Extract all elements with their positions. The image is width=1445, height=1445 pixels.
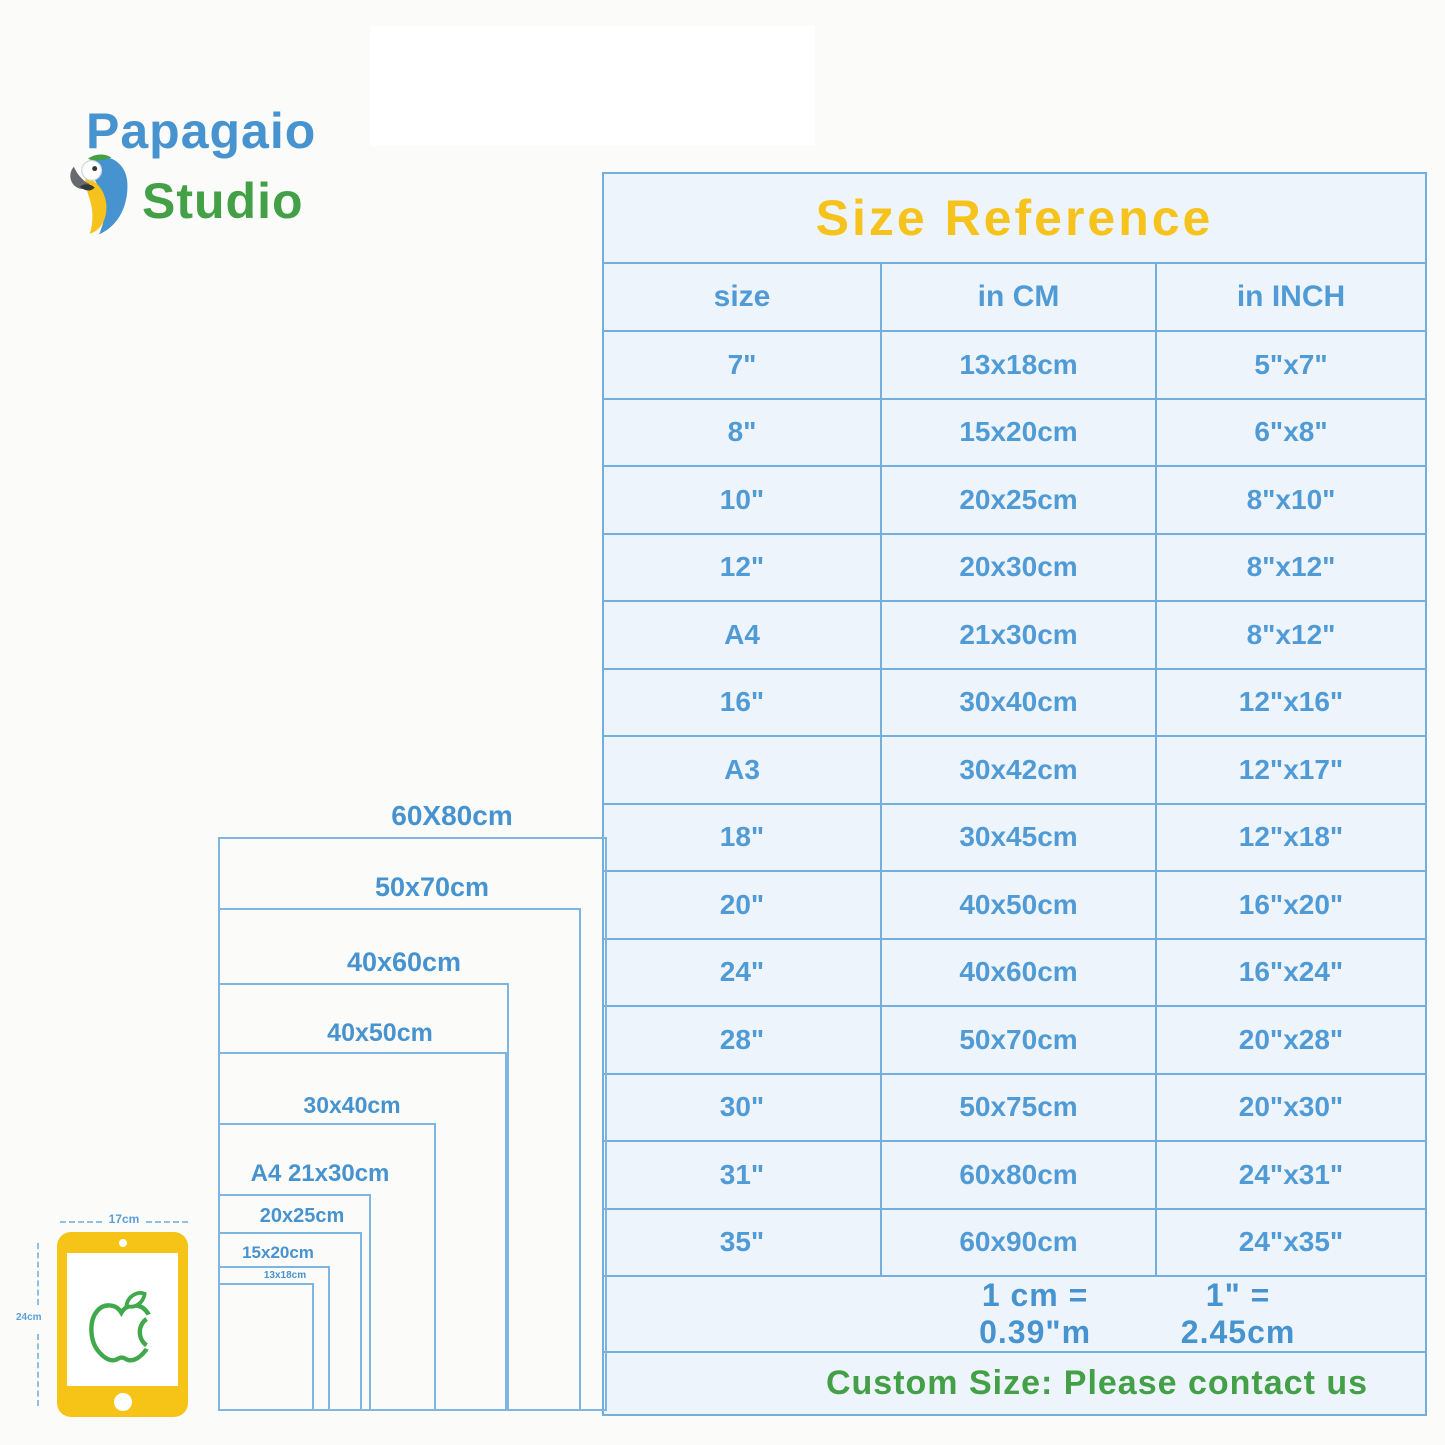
size-rect-label: 13x18cm (263, 1270, 307, 1281)
size-reference-table: Size Reference size in CM in INCH 7" 13x1… (602, 172, 1427, 1416)
table-header-row: size in CM in INCH (602, 262, 1427, 332)
cell-size: 12" (602, 532, 882, 602)
cell-size: A4 (602, 600, 882, 670)
cell-inch: 20"x28" (1155, 1005, 1427, 1075)
cell-cm: 13x18cm (880, 330, 1157, 400)
cell-cm: 40x50cm (880, 870, 1157, 940)
table-row: 28" 50x70cm 20"x28" (602, 1005, 1427, 1075)
column-header-inch: in INCH (1155, 262, 1427, 332)
column-header-cm: in CM (880, 262, 1157, 332)
size-rect-label: 50x70cm (374, 872, 490, 902)
size-rect-label: 40x60cm (346, 947, 462, 977)
cell-inch: 24"x35" (1155, 1207, 1427, 1277)
height-dimension-line (37, 1243, 39, 1305)
tablet-camera-dot (118, 1239, 127, 1247)
cell-inch: 16"x24" (1155, 937, 1427, 1007)
cell-size: A3 (602, 735, 882, 805)
table-title: Size Reference (602, 172, 1427, 264)
table-row: 30" 50x75cm 20"x30" (602, 1072, 1427, 1142)
table-row: 18" 30x45cm 12"x18" (602, 802, 1427, 872)
table-title-row: Size Reference (602, 172, 1427, 264)
height-dimension-line (37, 1334, 39, 1406)
cell-inch: 8"x12" (1155, 600, 1427, 670)
tablet-width-label: 17cm (108, 1212, 140, 1226)
brand-name-line2: Studio (142, 173, 304, 229)
cell-inch: 20"x30" (1155, 1072, 1427, 1142)
size-rect-label: 60X80cm (391, 800, 513, 831)
background-patch (370, 26, 815, 146)
cell-cm: 30x42cm (880, 735, 1157, 805)
column-header-size: size (602, 262, 882, 332)
tablet-home-button (113, 1393, 132, 1411)
width-dimension-line (60, 1221, 102, 1223)
width-dimension-line (146, 1221, 188, 1223)
table-row: 8" 15x20cm 6"x8" (602, 397, 1427, 467)
size-rect-label: A4 21x30cm (250, 1160, 390, 1187)
custom-size-row: Custom Size: Please contact us (602, 1351, 1427, 1416)
cell-cm: 15x20cm (880, 397, 1157, 467)
parrot-icon (70, 154, 128, 235)
cell-inch: 16"x20" (1155, 870, 1427, 940)
cell-size: 35" (602, 1207, 882, 1277)
cell-inch: 12"x16" (1155, 667, 1427, 737)
table-row: 31" 60x80cm 24"x31" (602, 1140, 1427, 1210)
cell-inch: 12"x18" (1155, 802, 1427, 872)
cell-inch: 12"x17" (1155, 735, 1427, 805)
cell-size: 16" (602, 667, 882, 737)
table-row: 10" 20x25cm 8"x10" (602, 465, 1427, 535)
cell-cm: 20x30cm (880, 532, 1157, 602)
inch-to-cm-note: 1" = 2.45cm (1180, 1277, 1296, 1350)
cell-size: 18" (602, 802, 882, 872)
conversion-row: 1 cm = 0.39"m 1" = 2.45cm (602, 1275, 1427, 1353)
cell-cm: 60x80cm (880, 1140, 1157, 1210)
size-rect-label: 15x20cm (242, 1243, 314, 1262)
table-row: 20" 40x50cm 16"x20" (602, 870, 1427, 940)
apple-logo-icon (89, 1291, 163, 1363)
cell-cm: 30x45cm (880, 802, 1157, 872)
table-row: 7" 13x18cm 5"x7" (602, 330, 1427, 400)
cell-cm: 50x70cm (880, 1005, 1157, 1075)
cell-size: 24" (602, 937, 882, 1007)
cell-size: 30" (602, 1072, 882, 1142)
tablet-illustration (57, 1232, 188, 1417)
cell-inch: 6"x8" (1155, 397, 1427, 467)
table-row: 16" 30x40cm 12"x16" (602, 667, 1427, 737)
cell-cm: 40x60cm (880, 937, 1157, 1007)
cell-inch: 5"x7" (1155, 330, 1427, 400)
size-rect-label: 30x40cm (303, 1092, 401, 1118)
cell-cm: 50x75cm (880, 1072, 1157, 1142)
cm-to-inch-note: 1 cm = 0.39"m (979, 1277, 1092, 1350)
table-row: A4 21x30cm 8"x12" (602, 600, 1427, 670)
tablet-height-label: 24cm (16, 1312, 42, 1323)
size-rect-label: 40x50cm (327, 1019, 433, 1047)
cell-size: 28" (602, 1005, 882, 1075)
cell-size: 8" (602, 397, 882, 467)
table-row: 24" 40x60cm 16"x24" (602, 937, 1427, 1007)
size-rect-label: 20x25cm (259, 1205, 345, 1227)
cell-inch: 8"x12" (1155, 532, 1427, 602)
cell-cm: 20x25cm (880, 465, 1157, 535)
cell-size: 20" (602, 870, 882, 940)
cell-cm: 60x90cm (880, 1207, 1157, 1277)
cell-size: 10" (602, 465, 882, 535)
cell-size: 7" (602, 330, 882, 400)
table-row: 12" 20x30cm 8"x12" (602, 532, 1427, 602)
table-row: 35" 60x90cm 24"x35" (602, 1207, 1427, 1277)
brand-name-line1: Papagaio (86, 103, 317, 159)
cell-inch: 24"x31" (1155, 1140, 1427, 1210)
custom-size-note: Custom Size: Please contact us (602, 1351, 1427, 1416)
cell-cm: 30x40cm (880, 667, 1157, 737)
cell-size: 31" (602, 1140, 882, 1210)
table-row: A3 30x42cm 12"x17" (602, 735, 1427, 805)
cell-inch: 8"x10" (1155, 465, 1427, 535)
cell-cm: 21x30cm (880, 600, 1157, 670)
size-rect-13x18 (218, 1283, 314, 1411)
